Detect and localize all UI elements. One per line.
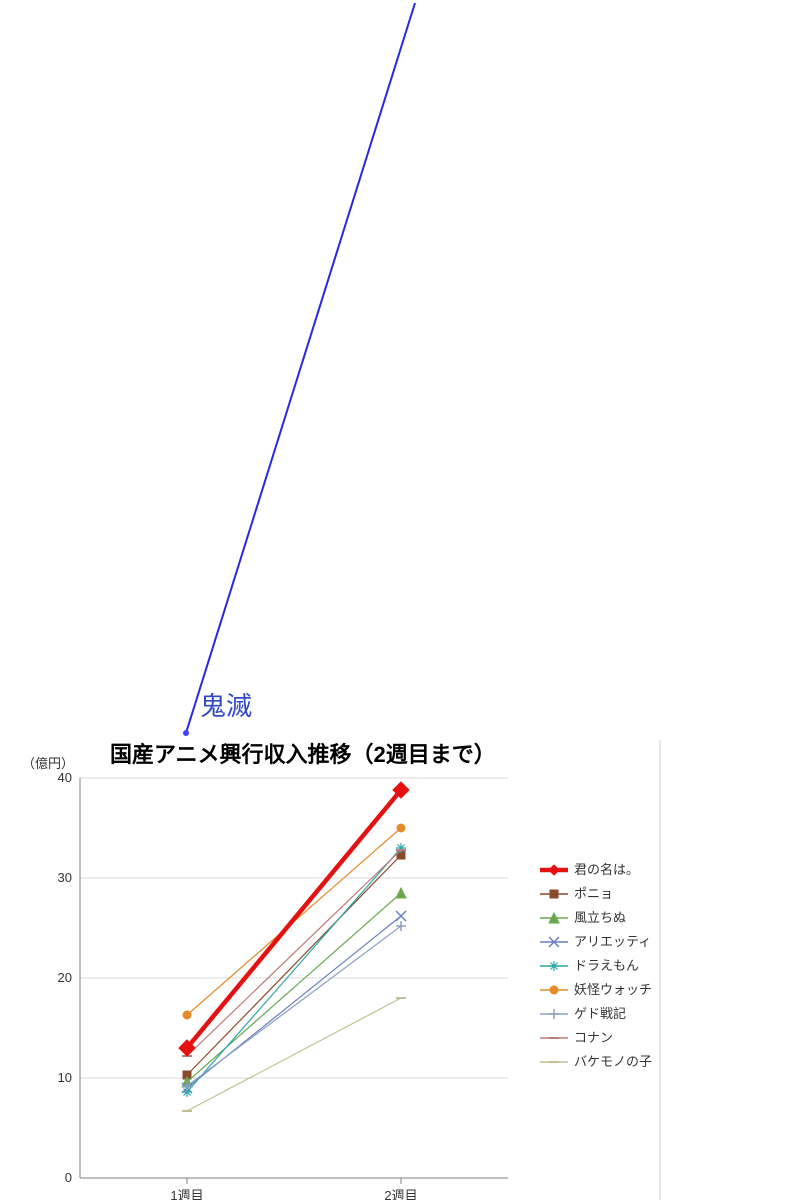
y-tick-label: 40	[58, 770, 72, 785]
legend-item: 風立ちぬ	[540, 910, 626, 925]
y-tick-label: 10	[58, 1070, 72, 1085]
legend-item: ゲド戦記	[540, 1006, 626, 1021]
series	[183, 851, 405, 1079]
y-unit-label: （億円）	[22, 756, 74, 771]
legend-label: 風立ちぬ	[574, 910, 626, 925]
legend-label: コナン	[574, 1030, 613, 1045]
series	[182, 911, 406, 1093]
legend-item: 妖怪ウォッチ	[540, 982, 652, 997]
legend-label: 君の名は。	[574, 862, 639, 877]
x-tick-label: 2週目	[384, 1188, 417, 1200]
y-tick-label: 30	[58, 870, 72, 885]
chart-canvas: 鬼滅 （億円） 国産アニメ興行収入推移（2週目まで） 0 10 20 30 40 1週目 2週目 君…	[0, 0, 811, 1200]
annotation-line	[186, 3, 415, 733]
annotation-marker	[183, 730, 189, 736]
series	[182, 843, 406, 1097]
legend-label: バケモノの子	[574, 1054, 652, 1069]
annotation-label: 鬼滅	[200, 691, 252, 721]
x-tick-label: 1週目	[170, 1188, 203, 1200]
y-tick-label: 20	[58, 970, 72, 985]
legend-item: アリエッティ	[540, 934, 651, 949]
legend-item: ポニョ	[540, 886, 613, 901]
legend-label: ゲド戦記	[574, 1006, 626, 1021]
legend-label: ポニョ	[574, 886, 613, 901]
legend-label: 妖怪ウォッチ	[574, 982, 652, 997]
chart-title: 国産アニメ興行収入推移（2週目まで）	[110, 742, 496, 767]
legend-item: 君の名は。	[540, 862, 639, 877]
legend-item: ドラえもん	[540, 958, 639, 973]
series	[179, 782, 409, 1056]
legend-label: アリエッティ	[574, 934, 651, 949]
y-tick-label: 0	[65, 1170, 72, 1185]
legend-label: ドラえもん	[574, 958, 639, 973]
legend-item: バケモノの子	[540, 1054, 652, 1069]
legend-item: コナン	[540, 1030, 613, 1045]
